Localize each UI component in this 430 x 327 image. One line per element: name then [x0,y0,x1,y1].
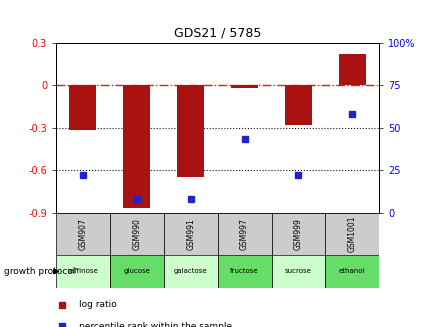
Text: GSM1001: GSM1001 [347,215,356,252]
Text: percentile rank within the sample: percentile rank within the sample [79,322,231,327]
Text: GSM990: GSM990 [132,218,141,250]
Text: growth protocol: growth protocol [4,267,76,276]
Bar [110,255,163,288]
Bar [56,255,110,288]
Bar [230,85,258,88]
Text: log ratio: log ratio [79,301,116,309]
Bar [325,255,378,288]
Text: ethanol: ethanol [338,268,365,274]
Bar [163,213,217,255]
Text: GSM997: GSM997 [240,218,249,250]
Bar [284,85,311,125]
Title: GDS21 / 5785: GDS21 / 5785 [174,27,261,40]
Text: galactose: galactose [173,268,207,274]
Text: raffinose: raffinose [68,268,98,274]
Bar [123,85,150,208]
Bar [56,213,110,255]
Bar [177,85,204,177]
Bar [271,255,325,288]
Text: fructose: fructose [230,268,258,274]
Bar [271,213,325,255]
Bar [163,255,217,288]
Bar [110,213,163,255]
Bar [325,213,378,255]
Bar [217,255,271,288]
Bar [338,54,365,85]
Text: glucose: glucose [123,268,150,274]
Text: GSM999: GSM999 [293,218,302,250]
Bar [69,85,96,130]
Text: GSM991: GSM991 [186,218,195,250]
Text: GSM907: GSM907 [78,218,87,250]
Bar [217,213,271,255]
Text: sucrose: sucrose [284,268,311,274]
